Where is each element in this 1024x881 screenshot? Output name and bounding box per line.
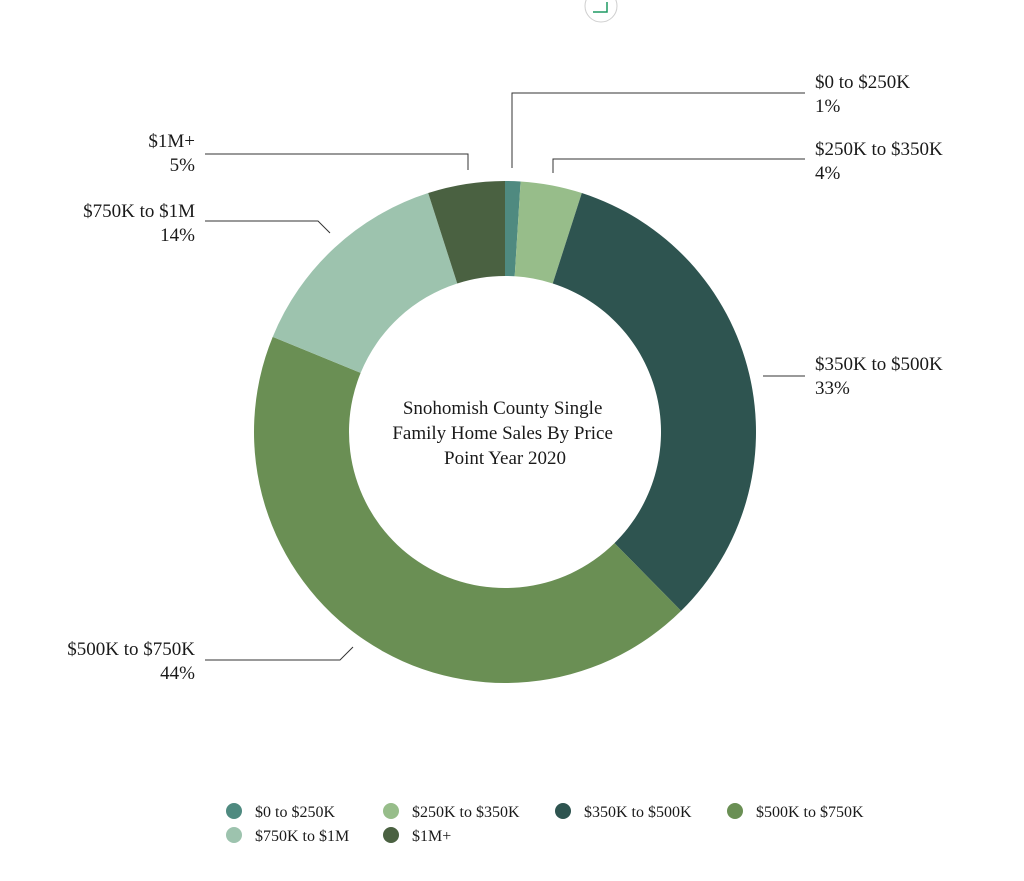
legend-swatch-5 (383, 827, 399, 843)
legend-swatch-1 (383, 803, 399, 819)
leader-line-4 (205, 220, 331, 234)
leader-line-5 (205, 153, 469, 170)
leader-line-3 (205, 646, 354, 661)
legend-swatch-3 (727, 803, 743, 819)
legend-label-5: $1M+ (412, 828, 451, 845)
slice-label-3: $500K to $750K 44% (67, 639, 195, 684)
slice-label-percent-5: 5% (170, 155, 196, 176)
donut-slice-0[interactable] (505, 181, 521, 277)
slice-label-name-3: $500K to $750K (67, 639, 195, 660)
donut-slices (253, 181, 756, 683)
legend-swatch-4 (226, 827, 242, 843)
chart-title: Snohomish County Single Family Home Sale… (392, 398, 617, 469)
slice-label-2: $350K to $500K 33% (815, 354, 943, 399)
leader-line-0 (511, 92, 805, 168)
donut-slice-1[interactable] (514, 181, 582, 284)
slice-label-name-4: $750K to $1M (83, 201, 195, 222)
legend-label-0: $0 to $250K (255, 804, 335, 821)
legend-item-5[interactable]: $1M+ (383, 827, 451, 845)
legend-item-2[interactable]: $350K to $500K (555, 803, 692, 821)
slice-label-name-2: $350K to $500K (815, 354, 943, 375)
chart-title-line-3: Point Year 2020 (444, 448, 566, 469)
leader-lines (205, 92, 805, 661)
chart-legend: $0 to $250K $250K to $350K $350K to $500K $… (226, 803, 864, 845)
slice-label-percent-4: 14% (160, 225, 195, 246)
legend-swatch-2 (555, 803, 571, 819)
toolbar-glyph-icon[interactable] (584, 0, 618, 23)
chart-title-line-2: Family Home Sales By Price (392, 423, 613, 444)
slice-label-5: $1M+ 5% (148, 131, 195, 176)
slice-label-4: $750K to $1M 14% (83, 201, 195, 246)
legend-label-2: $350K to $500K (584, 804, 692, 821)
leader-line-1 (552, 158, 805, 173)
donut-slice-4[interactable] (272, 193, 458, 373)
slice-labels: $0 to $250K 1% $250K to $350K 4% $350K to $5… (67, 72, 943, 684)
slice-label-percent-0: 1% (815, 96, 841, 117)
legend-item-0[interactable]: $0 to $250K (226, 803, 335, 821)
chart-title-line-1: Snohomish County Single (403, 398, 603, 419)
slice-label-name-0: $0 to $250K (815, 72, 910, 93)
legend-item-4[interactable]: $750K to $1M (226, 827, 349, 845)
legend-item-1[interactable]: $250K to $350K (383, 803, 520, 821)
legend-label-4: $750K to $1M (255, 828, 349, 845)
slice-label-name-1: $250K to $350K (815, 139, 943, 160)
slice-label-percent-2: 33% (815, 378, 850, 399)
legend-label-3: $500K to $750K (756, 804, 864, 821)
slice-label-percent-1: 4% (815, 163, 841, 184)
legend-item-3[interactable]: $500K to $750K (727, 803, 864, 821)
donut-slice-5[interactable] (428, 181, 505, 284)
slice-label-percent-3: 44% (160, 663, 195, 684)
slice-label-0: $0 to $250K 1% (815, 72, 910, 117)
slice-label-1: $250K to $350K 4% (815, 139, 943, 184)
donut-slice-3[interactable] (253, 336, 682, 683)
slice-label-name-5: $1M+ (148, 131, 195, 152)
legend-swatch-0 (226, 803, 242, 819)
legend-label-1: $250K to $350K (412, 804, 520, 821)
donut-slice-2[interactable] (552, 193, 756, 611)
